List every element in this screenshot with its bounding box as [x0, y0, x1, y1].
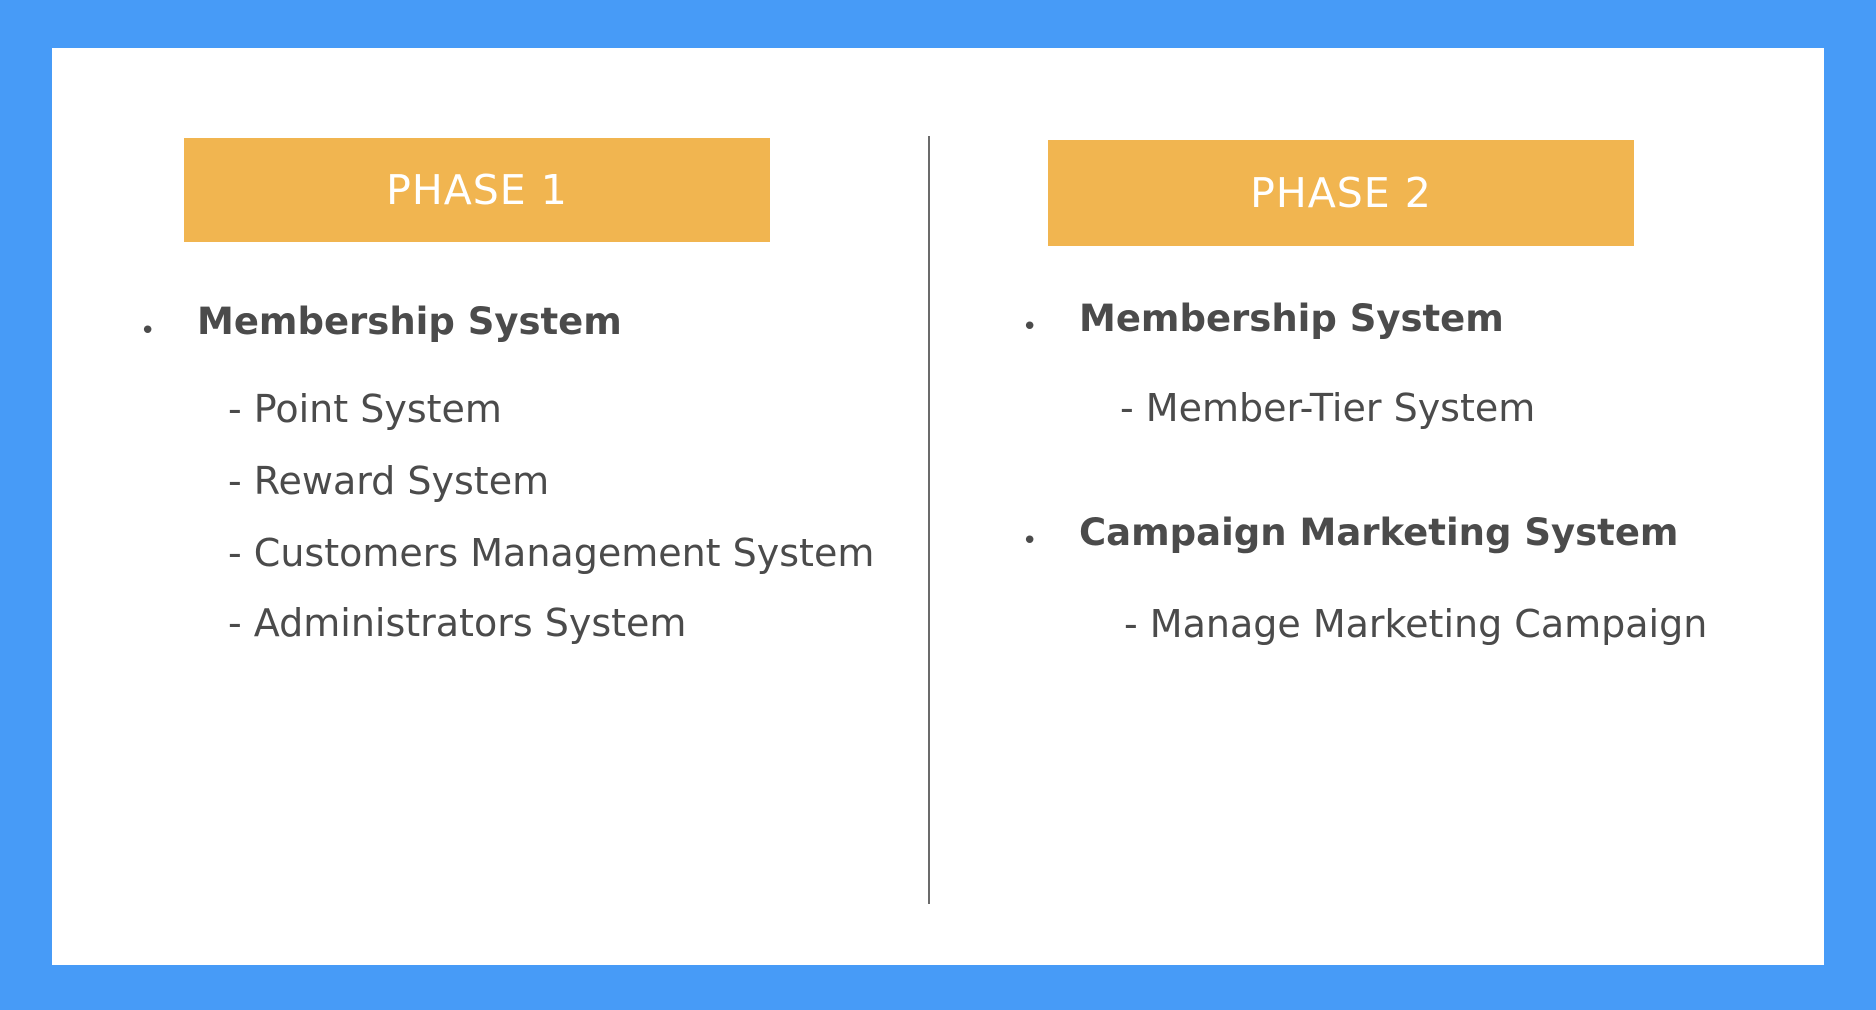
phase2-header: PHASE 2: [1048, 140, 1634, 246]
column-divider: [928, 136, 930, 904]
phase1-header: PHASE 1: [184, 138, 770, 242]
phase2-section2-heading: Campaign Marketing System: [1079, 511, 1679, 554]
phase1-title: PHASE 1: [386, 166, 568, 214]
phase2-section1-heading: Membership System: [1079, 297, 1504, 340]
phase1-section-heading: Membership System: [197, 300, 622, 343]
phase2-item-member-tier: - Member-Tier System: [1120, 386, 1536, 430]
phase1-item-administrators: - Administrators System: [228, 601, 687, 645]
bullet-icon: •: [1022, 526, 1038, 556]
phase1-item-reward: - Reward System: [228, 459, 550, 503]
phase2-title: PHASE 2: [1250, 169, 1432, 217]
phase1-item-point: - Point System: [228, 387, 502, 431]
phase1-item-customers: - Customers Management System: [228, 531, 875, 575]
slide-panel: PHASE 1 • Membership System - Point Syst…: [52, 48, 1824, 965]
bullet-icon: •: [140, 316, 156, 346]
bullet-icon: •: [1022, 312, 1038, 342]
phase2-item-marketing-campaign: - Manage Marketing Campaign: [1124, 602, 1708, 646]
